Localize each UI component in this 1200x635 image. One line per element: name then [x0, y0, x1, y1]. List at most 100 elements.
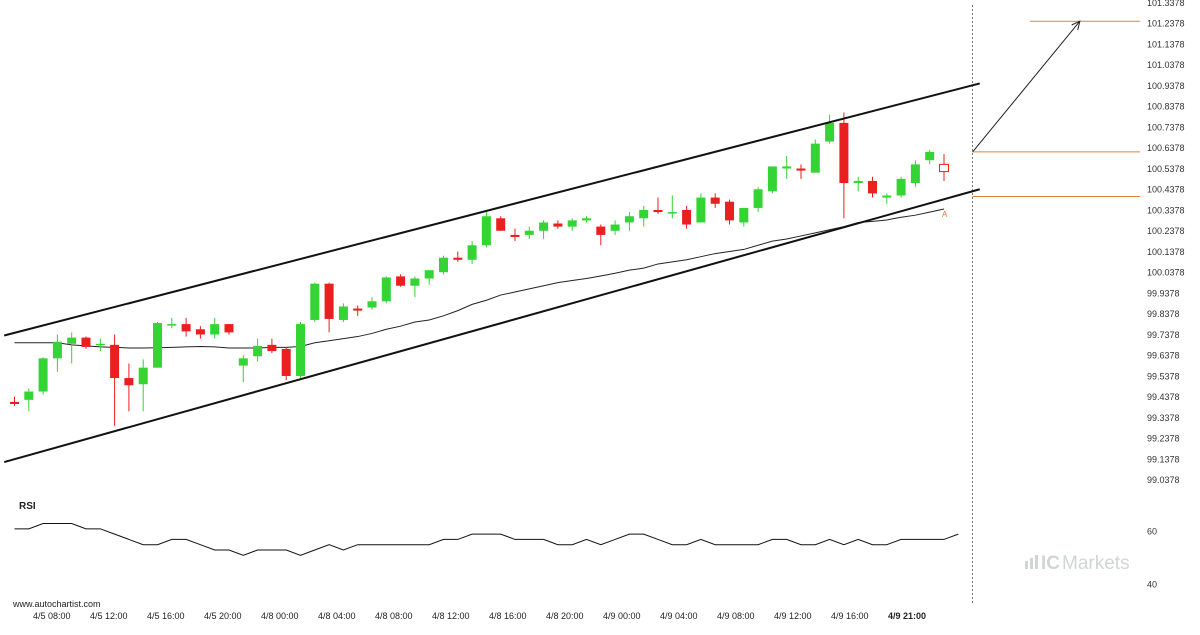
candle-body — [439, 257, 448, 273]
time-tick-label: 4/8 08:00 — [375, 611, 413, 621]
candle-body — [910, 164, 920, 184]
candle-body — [367, 301, 377, 308]
rsi-title: RSI — [19, 501, 36, 512]
price-tick-label: 99.6378 — [1147, 351, 1180, 361]
price-tick-label: 100.8378 — [1147, 102, 1185, 112]
candle-body — [696, 197, 706, 223]
time-tick-label: 4/9 21:00 — [888, 611, 926, 621]
rsi-line — [14, 523, 959, 556]
price-tick-label: 99.8378 — [1147, 309, 1180, 319]
candle-body — [496, 218, 506, 231]
rsi-panel: 60 40 — [14, 523, 1157, 589]
axes: 101.3378 101.2378 101.1378 101.0378 100.9378… — [33, 0, 1185, 621]
candle-body — [353, 308, 363, 311]
brand-prefix: IC — [1041, 553, 1060, 574]
candle-body — [925, 151, 935, 161]
candle-body — [810, 143, 820, 173]
time-tick-label: 4/5 16:00 — [147, 611, 185, 621]
rsi-tick-label: 40 — [1147, 579, 1157, 589]
channel-lower-line — [3, 188, 981, 464]
time-tick-label: 4/9 04:00 — [660, 611, 698, 621]
channel-lines — [3, 82, 981, 464]
candle-body — [153, 323, 162, 368]
candle-body — [553, 223, 563, 227]
candle-body — [453, 257, 463, 260]
time-tick-label: 4/8 00:00 — [261, 611, 299, 621]
candle-body — [67, 337, 77, 344]
price-tick-label: 99.0378 — [1147, 475, 1180, 485]
candle-body — [124, 378, 134, 386]
price-tick-label: 99.9378 — [1147, 288, 1180, 298]
candle-body — [667, 212, 677, 214]
candle-body — [796, 168, 806, 171]
candle-body — [238, 358, 248, 366]
time-tick-label: 4/8 04:00 — [318, 611, 356, 621]
price-tick-label: 100.5378 — [1147, 164, 1185, 174]
candle-body — [539, 222, 549, 231]
candle-body — [195, 329, 205, 335]
brand-suffix: Markets — [1062, 553, 1130, 574]
candle-body — [338, 306, 348, 320]
candle-body — [167, 324, 177, 326]
moving-average — [14, 208, 945, 349]
candle-body — [710, 197, 720, 204]
candle-body — [38, 358, 48, 392]
rsi-tick-label: 60 — [1147, 526, 1157, 536]
price-tick-label: 100.9378 — [1147, 81, 1185, 91]
time-tick-label: 4/5 12:00 — [90, 611, 128, 621]
candle-body — [253, 345, 263, 357]
time-tick-label: 4/8 12:00 — [432, 611, 470, 621]
candle-body — [739, 207, 749, 223]
candle-body — [853, 180, 863, 184]
time-tick-label: 4/5 08:00 — [33, 611, 71, 621]
watermark-url: www.autochartist.com — [12, 599, 101, 609]
forecast-arrow-head — [1071, 20, 1081, 31]
candle-body — [396, 276, 406, 286]
price-tick-label: 99.7378 — [1147, 330, 1180, 340]
candle-body — [682, 210, 692, 225]
time-tick-label: 4/9 08:00 — [717, 611, 755, 621]
time-tick-label: 4/8 20:00 — [546, 611, 584, 621]
price-tick-label: 100.4378 — [1147, 185, 1185, 195]
candle-body — [896, 178, 906, 196]
time-tick-label: 4/8 16:00 — [489, 611, 527, 621]
candle-body — [224, 324, 234, 333]
price-tick-label: 99.3378 — [1147, 413, 1180, 423]
price-tick-label: 99.2378 — [1147, 434, 1180, 444]
moving-average-line — [14, 208, 945, 349]
price-tick-label: 101.0378 — [1147, 60, 1185, 70]
candle-body — [510, 234, 520, 237]
candle-body — [481, 216, 491, 246]
price-tick-label: 100.2378 — [1147, 226, 1185, 236]
candle-body — [939, 163, 949, 173]
candle-body — [610, 224, 620, 231]
candle-body — [81, 337, 91, 347]
candle-body — [210, 324, 220, 335]
candle-body — [110, 344, 120, 379]
forecast-arrow-line — [972, 20, 1081, 153]
candle-body — [524, 230, 534, 235]
candle-body — [624, 216, 634, 223]
channel-upper-line — [3, 82, 981, 337]
price-tick-label: 101.3378 — [1147, 0, 1185, 8]
candle-body — [281, 349, 291, 376]
time-tick-label: 4/9 16:00 — [831, 611, 869, 621]
candle-body — [467, 245, 477, 260]
time-tick-label: 4/9 00:00 — [603, 611, 641, 621]
candle-body — [596, 226, 606, 235]
candle-body — [839, 122, 849, 184]
bar-chart-logo-icon — [1025, 555, 1038, 569]
candle-body — [825, 122, 835, 142]
time-tick-label: 4/9 12:00 — [774, 611, 812, 621]
candle-body — [582, 218, 591, 221]
candle-body — [52, 341, 62, 359]
time-tick-label: 4/5 20:00 — [204, 611, 242, 621]
candle-body — [753, 189, 763, 208]
candles — [10, 112, 949, 426]
price-tick-label: 101.1378 — [1147, 39, 1185, 49]
price-tick-label: 100.6378 — [1147, 143, 1185, 153]
candle-body — [567, 220, 577, 227]
candle-body — [725, 201, 734, 221]
